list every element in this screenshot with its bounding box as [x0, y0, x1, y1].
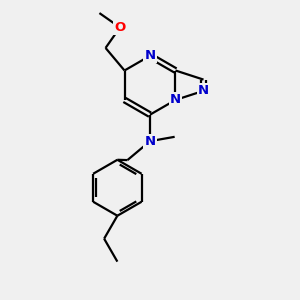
- Text: O: O: [114, 21, 126, 34]
- Text: N: N: [144, 135, 156, 148]
- Text: N: N: [198, 84, 209, 97]
- Text: N: N: [170, 93, 181, 106]
- Text: N: N: [144, 49, 156, 62]
